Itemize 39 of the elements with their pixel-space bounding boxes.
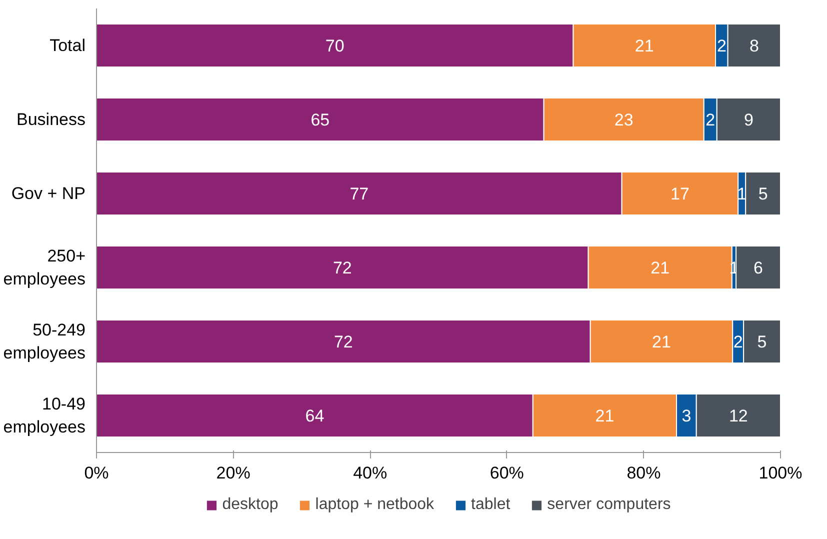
y-tick-label: 250+ employees (3, 246, 86, 288)
data-label: 5 (758, 184, 768, 204)
data-label: 65 (310, 110, 330, 130)
x-tick-label: 0% (84, 464, 109, 482)
data-label: 70 (325, 36, 344, 56)
data-label: 77 (350, 184, 369, 204)
data-label: 72 (332, 258, 352, 278)
data-label: 6 (754, 258, 764, 278)
y-tick-label: 10-49 employees (3, 394, 86, 436)
y-tick-label: 50-249 employees (3, 320, 86, 362)
x-tick-label: 60% (490, 464, 524, 482)
legend-label: laptop + netbook (315, 496, 434, 514)
legend-label: tablet (471, 496, 510, 514)
legend-label: server computers (547, 496, 671, 514)
legend-label: desktop (222, 496, 278, 514)
bar (736, 246, 780, 290)
data-label: 9 (744, 110, 754, 130)
x-tick-label: 80% (626, 464, 661, 482)
data-label: 21 (595, 406, 614, 426)
data-label: 2 (716, 36, 726, 56)
data-label: 21 (634, 36, 654, 56)
data-label: 5 (757, 332, 767, 352)
x-tick-label: 100% (758, 464, 802, 482)
data-label: 2 (706, 110, 716, 130)
data-label: 72 (334, 332, 353, 352)
data-label: 3 (682, 406, 692, 426)
data-label: 2 (733, 332, 743, 352)
data-label: 8 (749, 36, 759, 56)
data-label: 21 (650, 258, 670, 278)
y-tick-label: Gov + NP (11, 184, 86, 203)
data-label: 23 (614, 110, 634, 130)
y-tick-label: Total (50, 36, 86, 55)
x-tick-label: 20% (216, 464, 250, 482)
data-label: 21 (652, 332, 671, 352)
data-label: 64 (305, 406, 324, 426)
data-label: 17 (670, 184, 690, 204)
x-tick-label: 40% (353, 464, 388, 482)
data-label: 12 (728, 406, 748, 426)
y-tick-label: Business (16, 110, 86, 129)
